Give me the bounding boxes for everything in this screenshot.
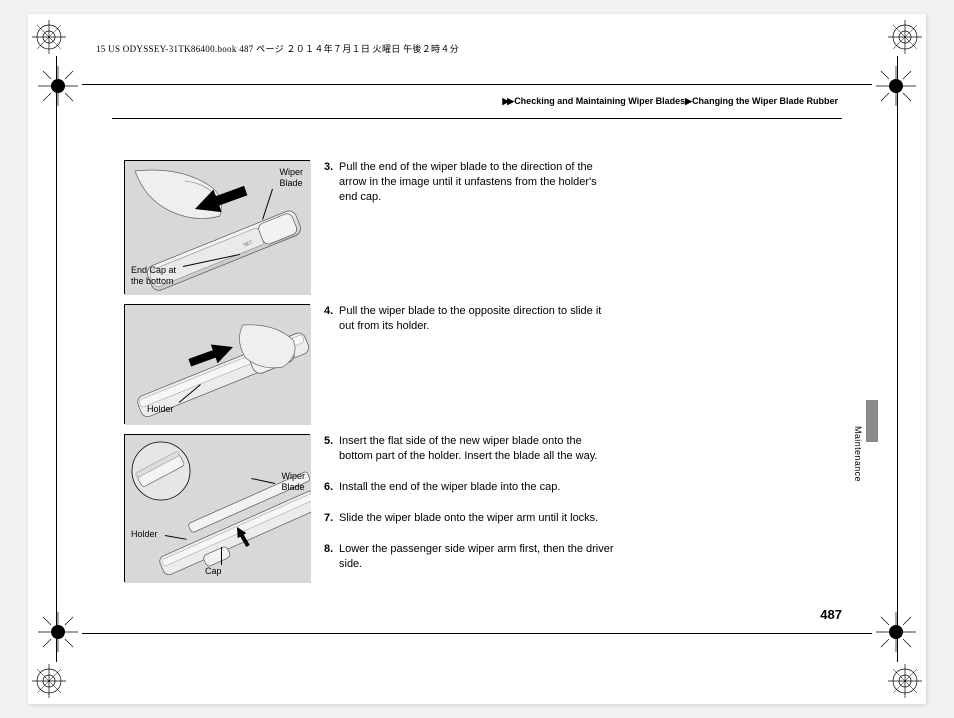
crop-mark-icon [888,20,922,54]
step-text: Insert the flat side of the new wiper bl… [339,434,614,464]
figure-label-end-cap: End Cap at the bottom [131,265,176,287]
register-target-icon [876,612,916,652]
step-5: 5. Insert the flat side of the new wiper… [324,434,614,464]
figure-1: SET Wiper Blade End Cap at the bottom [124,160,310,294]
step-text: Lower the passenger side wiper arm first… [339,542,614,572]
heading-rule [112,118,842,119]
register-target-icon [38,612,78,652]
step-7: 7. Slide the wiper blade onto the wiper … [324,511,614,526]
page-number: 487 [820,607,842,622]
breadcrumb-arrow-icon: ▶ [685,96,690,106]
step-text: Slide the wiper blade onto the wiper arm… [339,511,614,526]
step-6: 6. Install the end of the wiper blade in… [324,480,614,495]
step-number: 6. [324,480,339,495]
crop-mark-icon [32,664,66,698]
trim-line [82,633,872,634]
section-label: Maintenance [853,426,863,482]
manual-page: 15 US ODYSSEY-31TK86400.book 487 ページ ２０１… [28,14,926,704]
figure-label-cap: Cap [205,566,222,577]
trim-line [897,56,898,662]
step-text: Pull the end of the wiper blade to the d… [339,160,614,205]
trim-line [56,56,57,662]
register-target-icon [876,66,916,106]
leader-line [221,547,222,565]
crop-mark-icon [888,664,922,698]
crop-mark-icon [32,20,66,54]
breadcrumb-arrow-icon: ▶▶ [502,96,512,106]
step-number: 3. [324,160,339,205]
figure-3: Wiper Blade Holder Cap [124,434,310,582]
step-8: 8. Lower the passenger side wiper arm fi… [324,542,614,572]
figure-label-holder: Holder [131,529,158,540]
figure-label-holder: Holder [147,404,174,415]
figure-2: Holder [124,304,310,424]
step-3: 3. Pull the end of the wiper blade to th… [324,160,614,205]
breadcrumb-section-2: Changing the Wiper Blade Rubber [692,96,838,106]
step-4: 4. Pull the wiper blade to the opposite … [324,304,614,334]
breadcrumb: ▶▶Checking and Maintaining Wiper Blades▶… [502,96,838,107]
book-metadata: 15 US ODYSSEY-31TK86400.book 487 ページ ２０１… [96,42,459,55]
trim-line [82,84,872,85]
figure-label-wiper-blade: Wiper Blade [281,471,305,493]
step-number: 7. [324,511,339,526]
step-number: 5. [324,434,339,464]
step-number: 8. [324,542,339,572]
step-text: Pull the wiper blade to the opposite dir… [339,304,614,334]
step-text: Install the end of the wiper blade into … [339,480,614,495]
step-number: 4. [324,304,339,334]
breadcrumb-section-1: Checking and Maintaining Wiper Blades [514,96,685,106]
register-target-icon [38,66,78,106]
section-tab [866,400,878,442]
figure-label-wiper-blade: Wiper Blade [279,167,303,189]
